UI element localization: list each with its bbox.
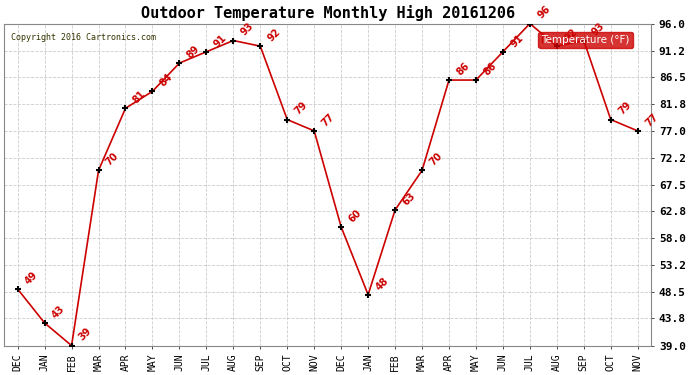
Text: 92: 92 [562,27,579,44]
Text: 79: 79 [293,100,309,117]
Text: 92: 92 [266,27,282,44]
Text: 84: 84 [158,72,175,88]
Legend: Temperature (°F): Temperature (°F) [538,32,633,48]
Text: 89: 89 [185,44,201,60]
Text: 86: 86 [455,61,471,77]
Text: 48: 48 [374,275,391,292]
Title: Outdoor Temperature Monthly High 20161206: Outdoor Temperature Monthly High 2016120… [141,5,515,21]
Text: 91: 91 [509,32,525,49]
Text: 77: 77 [319,111,336,128]
Text: 91: 91 [212,32,228,49]
Text: 96: 96 [535,4,552,21]
Text: 93: 93 [589,21,606,38]
Text: 70: 70 [104,151,121,168]
Text: 43: 43 [50,304,67,320]
Text: 70: 70 [428,151,444,168]
Text: 63: 63 [401,190,417,207]
Text: 79: 79 [616,100,633,117]
Text: 77: 77 [643,111,660,128]
Text: 39: 39 [77,326,94,343]
Text: 49: 49 [23,270,40,286]
Text: 93: 93 [239,21,255,38]
Text: Copyright 2016 Cartronics.com: Copyright 2016 Cartronics.com [10,33,156,42]
Text: 86: 86 [482,61,498,77]
Text: 81: 81 [131,89,148,105]
Text: 60: 60 [346,207,364,224]
